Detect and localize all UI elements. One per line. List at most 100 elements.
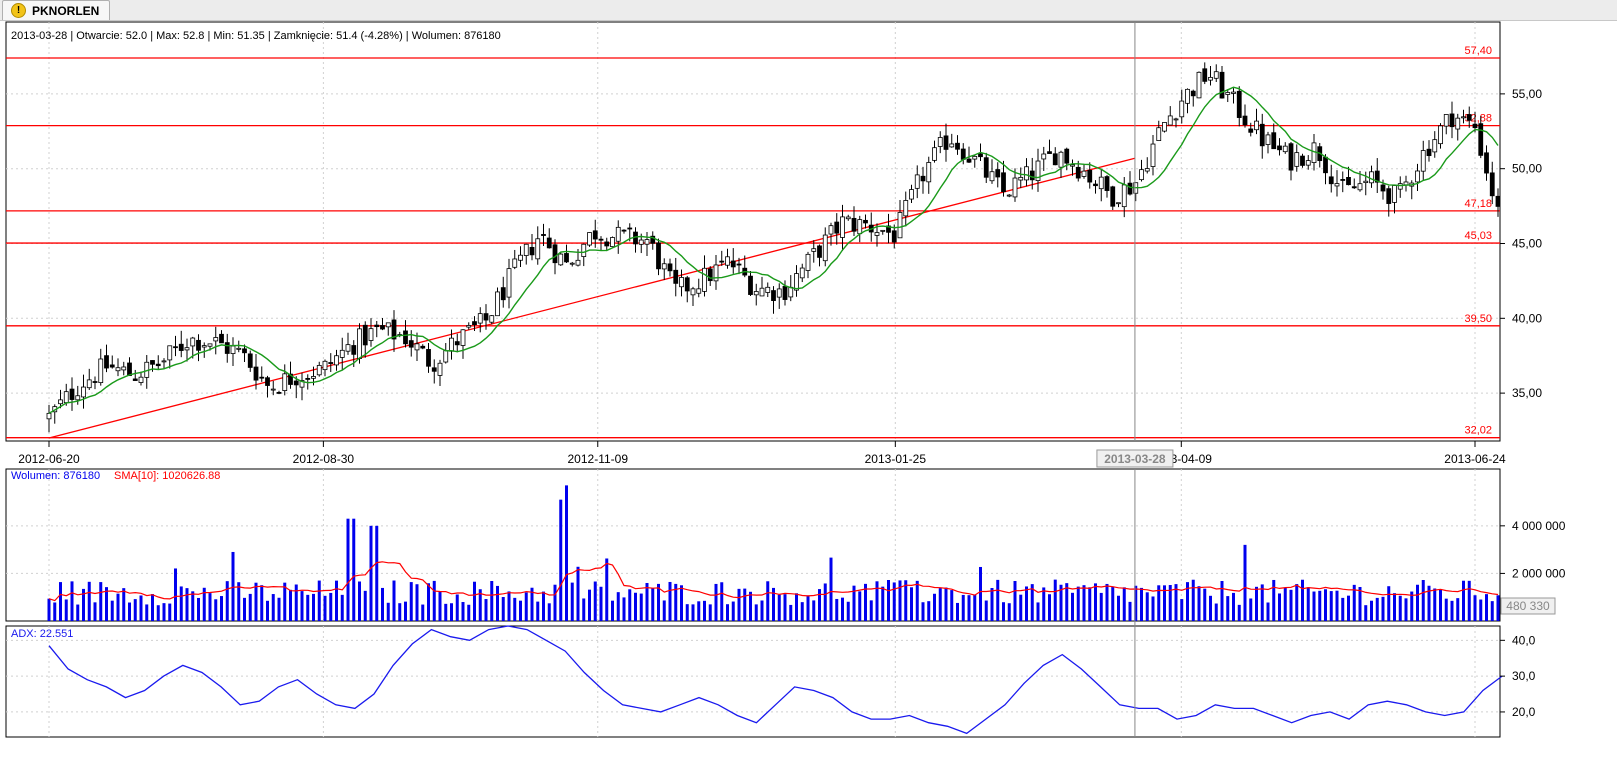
volume-panel — [5, 468, 1501, 622]
level-label: 32,02 — [1464, 425, 1492, 437]
candle-body — [1208, 76, 1213, 81]
volume-bar — [749, 591, 752, 621]
volume-bar — [1186, 582, 1189, 621]
candle-body — [443, 350, 449, 363]
volume-bar — [1180, 599, 1184, 621]
volume-bar — [208, 593, 212, 621]
candle-body — [834, 221, 840, 234]
volume-bar — [864, 583, 867, 621]
volume-bar — [800, 602, 804, 621]
candle-body — [621, 229, 627, 232]
volume-bar — [904, 580, 908, 621]
volume-bar — [1249, 598, 1253, 621]
volume-bar — [1025, 586, 1028, 621]
volume-bar — [1002, 602, 1005, 621]
tab-pknorlen[interactable]: ! PKNORLEN — [2, 0, 111, 20]
candle-body — [1116, 202, 1121, 205]
volume-bar — [214, 599, 218, 621]
volume-bar — [737, 588, 741, 621]
candle-body — [322, 360, 328, 371]
volume-bar — [1151, 596, 1155, 621]
candle-body — [1179, 100, 1185, 118]
candle-body — [1392, 185, 1397, 203]
adx-line — [48, 625, 1503, 735]
volume-bar — [1140, 587, 1143, 621]
candle-body — [822, 234, 828, 262]
candle-body — [995, 169, 1001, 178]
volume-bar — [254, 582, 258, 621]
candle-body — [1190, 90, 1196, 97]
candle-body — [1075, 166, 1081, 179]
volume-bar — [565, 485, 568, 621]
volume-bar — [352, 518, 356, 621]
candle-body — [1006, 194, 1012, 197]
volume-bar — [616, 592, 620, 621]
volume-bar — [812, 600, 816, 621]
candle-body — [932, 147, 937, 161]
volume-sma-legend: SMA[10]: 1020626.88 — [114, 470, 220, 482]
candle-body — [759, 287, 765, 297]
candle-body — [564, 253, 569, 263]
ohlc-info: 2013-03-28 | Otwarcie: 52.0 | Max: 52.8 … — [11, 30, 501, 42]
volume-bar — [1427, 585, 1431, 621]
candle-body — [1196, 71, 1202, 99]
volume-bar — [1065, 583, 1069, 621]
volume-bar — [542, 591, 545, 621]
level-label: 45,03 — [1464, 230, 1492, 242]
volume-bar — [875, 581, 879, 621]
candle-body — [552, 244, 558, 264]
candle-body — [1334, 183, 1340, 187]
candle-body — [247, 353, 253, 368]
candle-body — [644, 239, 650, 245]
volume-bar — [846, 601, 850, 621]
volume-bar — [1318, 590, 1322, 621]
volume-bar — [496, 585, 499, 621]
candle-body — [943, 135, 949, 150]
volume-bar — [611, 600, 614, 621]
volume-bar — [1099, 592, 1103, 621]
x-tick-label: 2013-01-25 — [865, 452, 927, 466]
candle-body — [702, 267, 707, 292]
candle-body — [840, 216, 845, 238]
candle-body — [161, 360, 167, 363]
candle-body — [949, 143, 955, 148]
volume-bar — [823, 583, 827, 621]
candle-body — [466, 325, 472, 328]
volume-bar — [191, 591, 195, 621]
volume-bar — [852, 585, 856, 621]
candle-body — [282, 373, 288, 391]
candle-body — [98, 358, 104, 384]
volume-bar — [1439, 589, 1442, 621]
candle-body — [966, 158, 972, 163]
volume-bar — [651, 588, 655, 621]
volume-bar — [628, 589, 632, 621]
candle-body — [828, 225, 834, 235]
volume-bar — [530, 587, 534, 621]
volume-y-tick-label: 4 000 000 — [1512, 519, 1566, 533]
candle-body — [495, 291, 500, 317]
volume-bar — [1450, 600, 1454, 621]
candle-body — [380, 325, 385, 330]
volume-bar — [47, 598, 51, 621]
volume-bar — [369, 525, 373, 621]
volume-bar — [1358, 586, 1362, 621]
candle-body — [1029, 170, 1035, 181]
volume-bar — [898, 580, 902, 621]
candle-body — [236, 347, 242, 350]
candle-body — [1139, 169, 1144, 181]
volume-bar — [513, 597, 517, 621]
candle-body — [978, 153, 983, 158]
candle-body — [661, 263, 667, 270]
volume-bar — [973, 594, 977, 621]
volume-bar — [99, 582, 103, 621]
candle-body — [1001, 172, 1006, 193]
candle-body — [1300, 155, 1305, 166]
volume-bar — [110, 600, 114, 621]
volume-bar — [415, 584, 419, 621]
y-tick-label: 40,00 — [1512, 311, 1542, 325]
candle-body — [1225, 92, 1231, 95]
volume-bar — [1260, 584, 1264, 621]
volume-bar — [1479, 599, 1483, 621]
volume-bar — [835, 598, 839, 621]
